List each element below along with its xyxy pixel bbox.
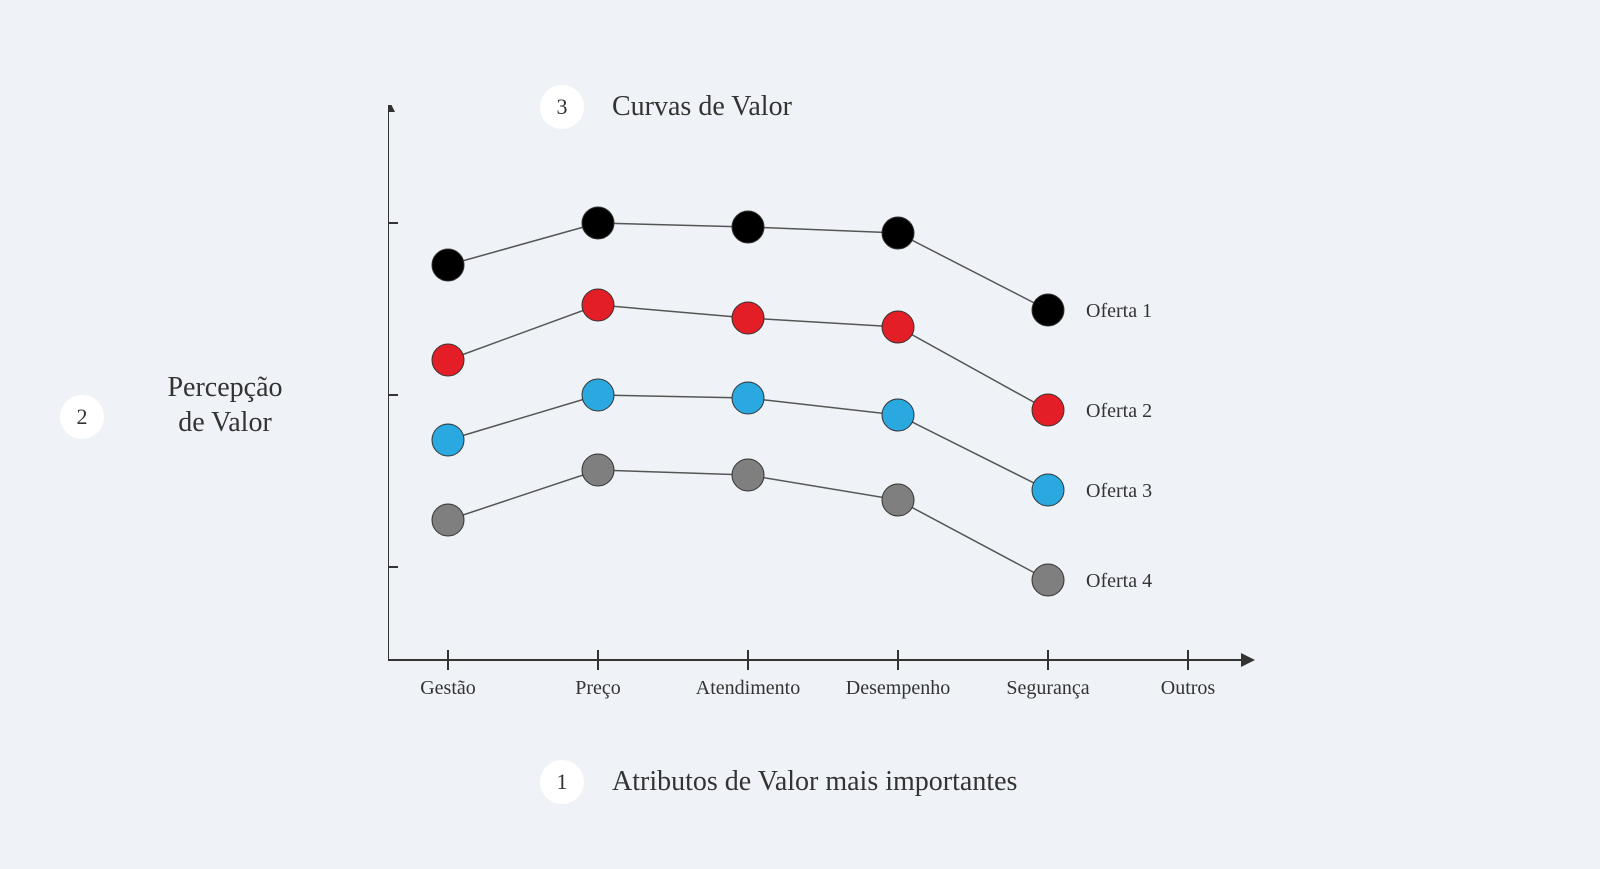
y-axis-label: Percepção de Valor: [110, 370, 340, 440]
x-tick-label: Gestão: [420, 677, 476, 699]
series-marker: [432, 344, 464, 376]
x-tick-label: Desempenho: [846, 677, 950, 699]
chart-title-bottom-text: Atributos de Valor mais importantes: [612, 766, 1017, 798]
chart-title-bottom: 1 Atributos de Valor mais importantes: [540, 760, 1017, 804]
x-tick-label: Outros: [1161, 677, 1216, 699]
series-label: Oferta 2: [1086, 400, 1152, 422]
badge-1: 1: [540, 760, 584, 804]
series-label: Oferta 1: [1086, 300, 1152, 322]
series-marker: [882, 399, 914, 431]
series-marker: [432, 504, 464, 536]
x-tick-label: Preço: [575, 677, 621, 699]
series-label: Oferta 4: [1086, 570, 1152, 592]
series-marker: [582, 379, 614, 411]
series-marker: [882, 217, 914, 249]
x-tick-label: Segurança: [1006, 677, 1089, 699]
series-marker: [1032, 474, 1064, 506]
series-marker: [732, 459, 764, 491]
y-axis-label-line1: Percepção: [110, 370, 340, 405]
series-marker: [732, 211, 764, 243]
series-marker: [582, 207, 614, 239]
y-axis-label-line2: de Valor: [110, 405, 340, 440]
series-marker: [432, 249, 464, 281]
x-tick-label: Atendimento: [696, 677, 800, 699]
series-marker: [582, 289, 614, 321]
series-marker: [432, 424, 464, 456]
series-marker: [882, 484, 914, 516]
badge-2: 2: [60, 395, 104, 439]
series-marker: [732, 302, 764, 334]
series-marker: [1032, 564, 1064, 596]
series-marker: [732, 382, 764, 414]
series-marker: [582, 454, 614, 486]
series-marker: [1032, 294, 1064, 326]
series-label: Oferta 3: [1086, 480, 1152, 502]
value-curve-chart: AltaMédiaBaixaGestãoPreçoAtendimentoDese…: [388, 105, 1328, 740]
series-marker: [1032, 394, 1064, 426]
y-axis-badge-wrap: 2: [60, 395, 104, 439]
series-marker: [882, 311, 914, 343]
